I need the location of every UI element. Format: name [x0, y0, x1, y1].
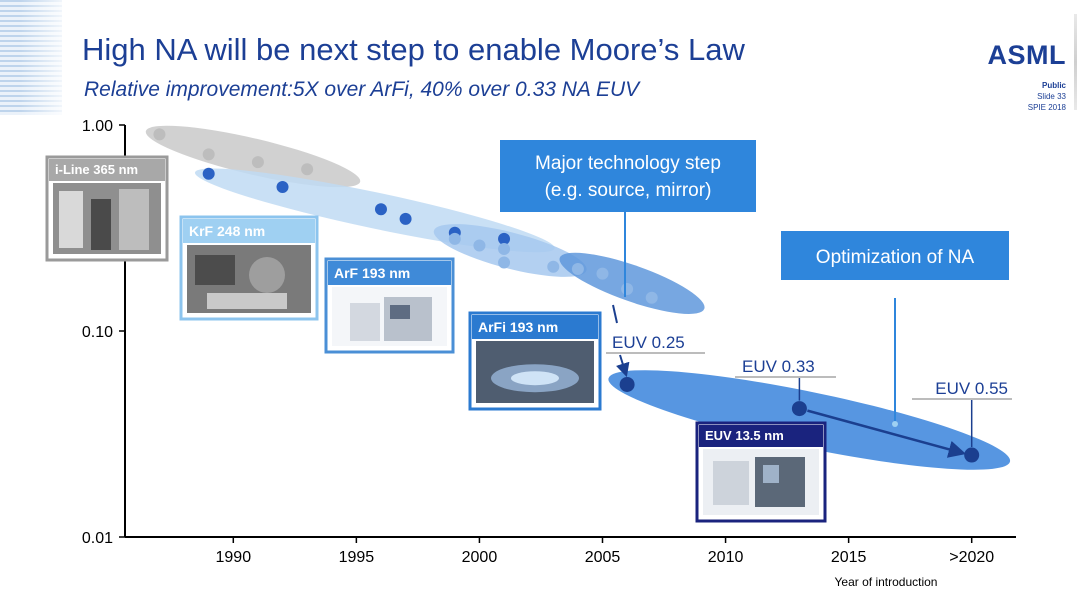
data-point-s3-5 — [547, 260, 560, 273]
data-point-s2-2 — [276, 181, 289, 194]
tech-label-3: ArF 193 nm — [334, 265, 410, 281]
euv-label-1: EUV 0.25 — [612, 333, 685, 352]
callout-optimization-dot — [892, 421, 898, 427]
tech-box-1: i-Line 365 nm — [45, 155, 169, 262]
data-point-s4-2 — [791, 401, 807, 417]
callout-optimization-text: Optimization of NA — [816, 247, 975, 268]
classification-label: Public — [1041, 81, 1066, 90]
tech-label-2: KrF 248 nm — [189, 223, 265, 239]
x-axis-label: Year of introduction — [835, 575, 938, 589]
event-label: SPIE 2018 — [1027, 103, 1066, 112]
data-point-s2-3 — [374, 203, 387, 216]
data-point-s1-4 — [301, 163, 314, 176]
data-point-s3-2 — [473, 239, 486, 252]
x-tick-label-2: 1995 — [339, 549, 375, 566]
slide-number: Slide 33 — [1037, 92, 1066, 101]
x-tick-label-4: 2005 — [585, 549, 621, 566]
data-point-s3-1 — [448, 232, 461, 245]
chart-axes: 1.00 0.10 0.01 1990 1995 2000 2005 2010 2015 >202… — [82, 118, 1016, 589]
data-point-s1-2 — [202, 148, 215, 161]
x-tick-label-5: 2010 — [708, 549, 744, 566]
x-tick-label-6: 2015 — [831, 549, 867, 566]
data-point-s3-9 — [645, 291, 658, 304]
y-tick-label-2: 0.10 — [82, 324, 113, 341]
trend-ellipse-5 — [608, 370, 1011, 470]
data-point-s1-3 — [251, 156, 264, 169]
data-point-s2-4 — [399, 212, 412, 225]
data-point-s3-6 — [571, 262, 584, 275]
annotations: Major technology step (e.g. source, mirro… — [500, 140, 1012, 458]
tech-photo-1 — [53, 183, 161, 254]
data-point-s2-6 — [498, 232, 511, 245]
euv-label-3: EUV 0.55 — [935, 379, 1008, 398]
data-point-s3-4 — [498, 256, 511, 269]
tech-box-2: KrF 248 nm — [179, 215, 319, 321]
data-point-s3-7 — [596, 267, 609, 280]
header-stripe-fade — [20, 0, 80, 115]
callout-major-technology-step: Major technology step (e.g. source, mirro… — [500, 140, 756, 212]
data-point-s3-8 — [621, 282, 634, 295]
callout-optimization-of-na: Optimization of NA — [781, 231, 1009, 280]
x-tick-label-7: >2020 — [949, 549, 994, 566]
logo-divider — [1074, 14, 1077, 110]
page-subtitle: Relative improvement:5X over ArFi, 40% o… — [84, 78, 640, 101]
x-tick-label-3: 2000 — [462, 549, 498, 566]
euv-label-2: EUV 0.33 — [742, 357, 815, 376]
tech-step-tick — [612, 304, 618, 324]
tech-box-3: ArF 193 nm — [324, 257, 455, 354]
tech-label-5: EUV 13.5 nm — [705, 428, 784, 443]
tech-photo-5 — [703, 449, 819, 515]
page-title: High NA will be next step to enable Moor… — [82, 32, 745, 67]
data-point-s4-1 — [619, 376, 635, 392]
high-na-arrow — [807, 409, 967, 458]
data-points — [153, 128, 980, 463]
data-point-s3-3 — [498, 243, 511, 256]
y-tick-label-1: 1.00 — [82, 118, 113, 135]
tech-photo-2 — [187, 245, 311, 313]
euv025-leader — [616, 354, 630, 378]
y-tick-label-3: 0.01 — [82, 530, 113, 547]
tech-photo-4 — [476, 341, 594, 403]
tech-label-4: ArFi 193 nm — [478, 319, 558, 335]
tech-box-4: ArFi 193 nm — [468, 311, 602, 411]
data-point-s1-1 — [153, 128, 166, 141]
data-point-s2-1 — [202, 167, 215, 180]
tech-photo-3 — [332, 287, 447, 346]
callout-major-line1: Major technology step — [535, 153, 721, 174]
data-point-s4-3 — [964, 447, 980, 463]
tech-box-5: EUV 13.5 nm — [695, 421, 827, 523]
x-tick-label-1: 1990 — [216, 549, 252, 566]
asml-logo: ASML — [987, 40, 1066, 70]
technology-boxes: i-Line 365 nm KrF 248 nm ArF 193 nm ArFi 19… — [45, 155, 827, 523]
tech-label-1: i-Line 365 nm — [55, 162, 138, 177]
slide-meta: Public Slide 33 SPIE 2018 — [1028, 80, 1066, 113]
trend-ellipse-4 — [559, 252, 705, 314]
callout-major-line2: (e.g. source, mirror) — [545, 180, 712, 201]
